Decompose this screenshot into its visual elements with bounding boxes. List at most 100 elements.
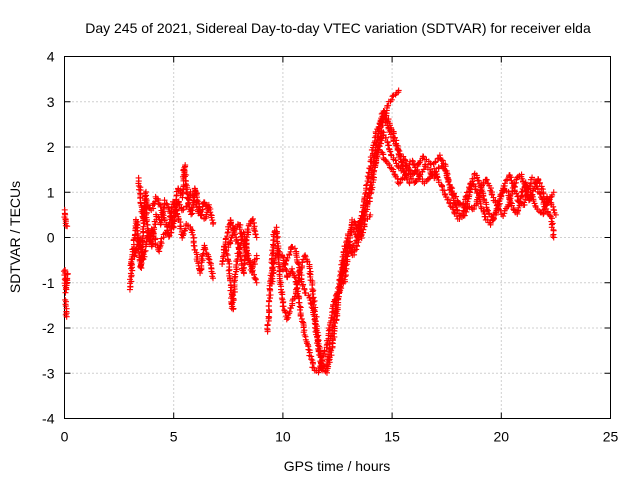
data-point	[164, 201, 171, 208]
data-point	[225, 258, 232, 265]
data-point	[228, 284, 235, 291]
data-point	[161, 217, 168, 224]
data-point	[536, 208, 543, 215]
data-point	[453, 213, 460, 220]
data-point	[253, 252, 260, 259]
data-point	[306, 270, 313, 277]
data-point	[378, 135, 385, 142]
data-point	[425, 175, 432, 182]
data-point	[127, 276, 134, 283]
data-point	[206, 259, 213, 266]
data-point	[308, 356, 315, 363]
data-point	[549, 220, 556, 227]
data-point	[129, 256, 136, 263]
data-point	[507, 174, 514, 181]
data-point	[336, 281, 343, 288]
data-point	[141, 248, 148, 255]
data-point	[300, 329, 307, 336]
data-point	[184, 190, 191, 197]
data-point	[177, 225, 184, 232]
data-point	[249, 215, 256, 222]
y-tick-label: -2	[42, 320, 55, 336]
data-point	[185, 200, 192, 207]
y-axis-label: SDTVAR / TECUs	[7, 181, 23, 293]
data-point	[409, 176, 416, 183]
data-point	[532, 202, 539, 209]
data-point	[152, 221, 159, 228]
data-point	[332, 305, 339, 312]
data-point	[157, 238, 164, 245]
data-point	[414, 167, 421, 174]
data-point	[436, 152, 443, 159]
data-point	[483, 206, 490, 213]
data-point	[489, 191, 496, 198]
data-point	[241, 261, 248, 268]
data-point	[373, 139, 380, 146]
data-point	[376, 143, 383, 150]
data-point	[402, 157, 409, 164]
data-point	[220, 253, 227, 260]
data-point	[550, 234, 557, 241]
data-point	[503, 177, 510, 184]
data-point	[144, 229, 151, 236]
data-point	[505, 201, 512, 208]
data-point	[245, 229, 252, 236]
data-point	[343, 239, 350, 246]
data-point	[432, 159, 439, 166]
data-point	[351, 251, 358, 258]
data-point	[387, 148, 394, 155]
data-point	[411, 161, 418, 168]
x-tick-label: 20	[494, 429, 510, 445]
data-point	[250, 271, 257, 278]
data-point	[343, 261, 350, 268]
data-point	[293, 281, 300, 288]
data-point	[532, 183, 539, 190]
data-point	[363, 200, 370, 207]
x-tick-label: 10	[275, 429, 291, 445]
data-point	[64, 270, 71, 277]
data-point	[151, 201, 158, 208]
data-point	[270, 257, 277, 264]
data-point	[435, 164, 442, 171]
data-point	[305, 346, 312, 353]
data-point	[340, 248, 347, 255]
data-point	[296, 268, 303, 275]
y-tick-label: 3	[47, 94, 55, 110]
data-point	[431, 168, 438, 175]
data-point	[137, 246, 144, 253]
data-point	[366, 185, 373, 192]
data-point	[324, 351, 331, 358]
data-point	[396, 148, 403, 155]
data-point	[264, 321, 271, 328]
data-point	[364, 193, 371, 200]
data-point	[552, 211, 559, 218]
data-point	[322, 368, 329, 375]
data-point	[163, 200, 170, 207]
data-point	[380, 107, 387, 114]
data-point	[364, 194, 371, 201]
data-point	[62, 289, 69, 296]
data-point	[276, 248, 283, 255]
data-point	[523, 188, 530, 195]
y-tick-label: -4	[42, 411, 55, 427]
data-point	[541, 198, 548, 205]
data-point	[412, 179, 419, 186]
data-point	[180, 230, 187, 237]
data-point	[298, 278, 305, 285]
y-tick-label: -3	[42, 365, 55, 381]
data-point	[314, 333, 321, 340]
data-point	[487, 220, 494, 227]
data-point	[251, 227, 258, 234]
data-point	[535, 176, 542, 183]
data-point	[143, 195, 150, 202]
tick-layer: 0 5 10 15 20 25 -4 -3 -2 -1 0 1 2 3 4	[42, 49, 618, 445]
data-point	[548, 215, 555, 222]
data-point	[269, 247, 276, 254]
data-point	[376, 120, 383, 127]
data-point	[205, 207, 212, 214]
data-point	[282, 260, 289, 267]
data-point	[401, 174, 408, 181]
data-point	[192, 246, 199, 253]
data-point	[227, 237, 234, 244]
